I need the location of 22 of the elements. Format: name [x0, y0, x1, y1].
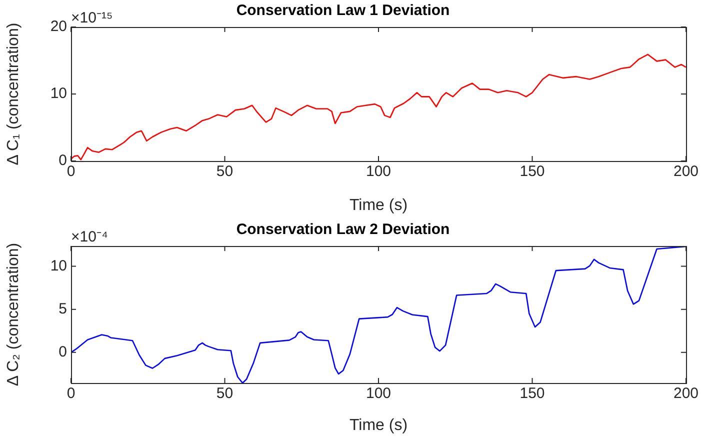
chart-title: Conservation Law 2 Deviation	[236, 221, 450, 238]
text: ×10⁻⁴	[71, 228, 108, 246]
y-tick-label: 0	[58, 344, 67, 361]
y-tick-label: 10	[50, 85, 67, 102]
x-tick-label: 100	[366, 163, 392, 180]
y-tick-label: 10	[50, 257, 67, 274]
y-axis-title: Δ C₁ (concentration)	[5, 22, 22, 166]
text: ×10⁻¹⁵	[71, 10, 113, 27]
x-tick-label: 200	[673, 385, 699, 402]
y-tick-label: 0	[58, 152, 67, 170]
y-tick-label: 20	[50, 18, 67, 36]
y-axis-title: Δ C₂ (concentration)	[5, 242, 22, 386]
x-axis-title: Time (s)	[349, 196, 408, 214]
x-tick-label: 50	[216, 385, 234, 402]
x-tick-label: 150	[520, 163, 545, 180]
chart-title: Conservation Law 1 Deviation	[236, 2, 450, 20]
x-axis-title: Time (s)	[349, 416, 408, 434]
x-tick-label: 100	[366, 385, 392, 402]
x-tick-label: 50	[216, 163, 234, 180]
x-tick-label: 200	[673, 163, 699, 180]
x-tick-label: 150	[520, 385, 545, 402]
y-tick-label: 5	[58, 300, 67, 318]
